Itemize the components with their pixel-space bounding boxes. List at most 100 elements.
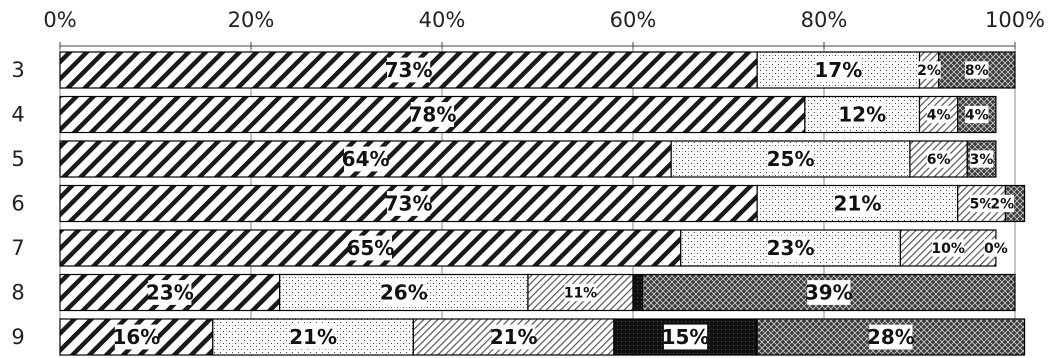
category-label: 3	[11, 58, 24, 82]
data-label-text: 23%	[767, 236, 815, 260]
data-label-background	[291, 324, 335, 350]
data-label-text: 5%	[970, 197, 994, 213]
data-label-background	[969, 194, 994, 213]
data-label-text: 6%	[927, 152, 951, 168]
data-label: 5%	[969, 194, 994, 213]
data-label-background	[114, 324, 158, 350]
data-label: 65%	[346, 235, 394, 261]
data-label-background	[386, 57, 431, 83]
x-tick-label: 20%	[228, 8, 275, 32]
data-label: 23%	[767, 235, 815, 261]
data-label-text: 65%	[346, 236, 394, 260]
data-label-background	[969, 150, 994, 168]
data-label: 12%	[838, 102, 886, 127]
data-label-text: 11%	[564, 286, 598, 302]
data-label-text: 2%	[917, 63, 941, 79]
data-label: 21%	[833, 191, 881, 216]
data-label: 21%	[490, 324, 538, 350]
data-label-text: 23%	[146, 281, 194, 305]
data-label: 39%	[805, 280, 853, 305]
data-label: 64%	[342, 146, 390, 172]
data-label-text: 21%	[833, 192, 881, 216]
data-label-background	[386, 191, 431, 216]
x-tick-label: 40%	[419, 8, 466, 32]
data-label-text: 73%	[385, 192, 433, 216]
x-tick-label: 0%	[43, 8, 76, 32]
data-label-background	[926, 150, 951, 168]
data-label-text: 4%	[965, 108, 989, 124]
data-label: 17%	[814, 57, 862, 83]
data-label-background	[965, 105, 989, 124]
data-label-text: 15%	[662, 325, 710, 349]
x-tick-label: 60%	[610, 8, 657, 32]
data-label: 15%	[662, 324, 710, 350]
x-axis-ticks: 0% 20% 40% 60% 80% 100%	[43, 8, 1045, 49]
data-labels: 73% 17% 2% 8%78% 12% 4% 4%64% 25% 6% 3%73% 21% 5%2%…	[112, 57, 1014, 350]
data-label-text: 73%	[385, 58, 433, 82]
data-label: 10%	[931, 239, 965, 257]
data-label-background	[410, 102, 455, 127]
data-label: 28%	[867, 324, 915, 350]
data-label: 2%	[990, 194, 1014, 213]
category-label: 8	[11, 281, 24, 305]
data-label-background	[807, 280, 851, 305]
data-label-text: 25%	[767, 147, 815, 171]
data-label: 21%	[289, 324, 337, 350]
data-label-background	[917, 61, 941, 79]
data-label-background	[148, 280, 192, 305]
data-label-background	[768, 146, 813, 172]
data-label-background	[926, 105, 951, 124]
data-label-text: 28%	[867, 325, 915, 349]
data-label: 8%	[965, 61, 989, 79]
data-label: 4%	[926, 105, 951, 124]
data-label-text: 21%	[289, 325, 337, 349]
category-label: 5	[11, 147, 24, 171]
category-label: 4	[11, 103, 24, 127]
data-label: 3%	[969, 150, 994, 168]
data-label-text: 8%	[965, 63, 989, 79]
data-label-background	[768, 235, 813, 261]
data-label-text: 64%	[342, 147, 390, 171]
x-tick-label: 100%	[985, 8, 1045, 32]
data-label: 25%	[767, 146, 815, 172]
data-label: 78%	[409, 102, 457, 127]
y-axis-categories: 3 4 5 6 7 8 9	[11, 58, 24, 349]
data-label-background	[835, 191, 880, 216]
category-label: 7	[11, 236, 24, 260]
data-label-background	[932, 239, 965, 257]
data-label-text: 39%	[805, 281, 853, 305]
data-label-text: 12%	[838, 103, 886, 127]
data-label-text: 16%	[112, 325, 160, 349]
data-label-background	[344, 146, 388, 172]
data-label-text: 10%	[931, 241, 965, 257]
data-label-background	[564, 283, 597, 302]
data-label-text: 3%	[970, 152, 994, 168]
data-label: 23%	[146, 280, 194, 305]
data-label-background	[869, 324, 913, 350]
data-label-background	[663, 324, 708, 350]
data-label-background	[348, 235, 392, 261]
data-label-text: 2%	[990, 197, 1014, 213]
category-label: 9	[11, 325, 24, 349]
data-label: 4%	[965, 105, 989, 124]
data-label-background	[840, 102, 884, 127]
category-label: 6	[11, 192, 24, 216]
bar-segment	[632, 273, 644, 312]
x-tick-label: 80%	[801, 8, 848, 32]
data-label: 0%	[984, 239, 1008, 257]
data-label-text: 0%	[984, 241, 1008, 257]
data-label-text: 26%	[380, 281, 428, 305]
data-label: 6%	[926, 150, 951, 168]
data-label-background	[816, 57, 860, 83]
data-label-background	[965, 61, 989, 79]
data-label: 26%	[380, 280, 428, 305]
data-label: 16%	[112, 324, 160, 350]
data-label-text: 17%	[814, 58, 862, 82]
data-label-text: 21%	[490, 325, 538, 349]
data-label-text: 4%	[927, 108, 951, 124]
data-label: 73%	[385, 191, 433, 216]
data-label-background	[492, 324, 536, 350]
data-label-background	[990, 194, 1014, 213]
data-label-text: 78%	[409, 103, 457, 127]
